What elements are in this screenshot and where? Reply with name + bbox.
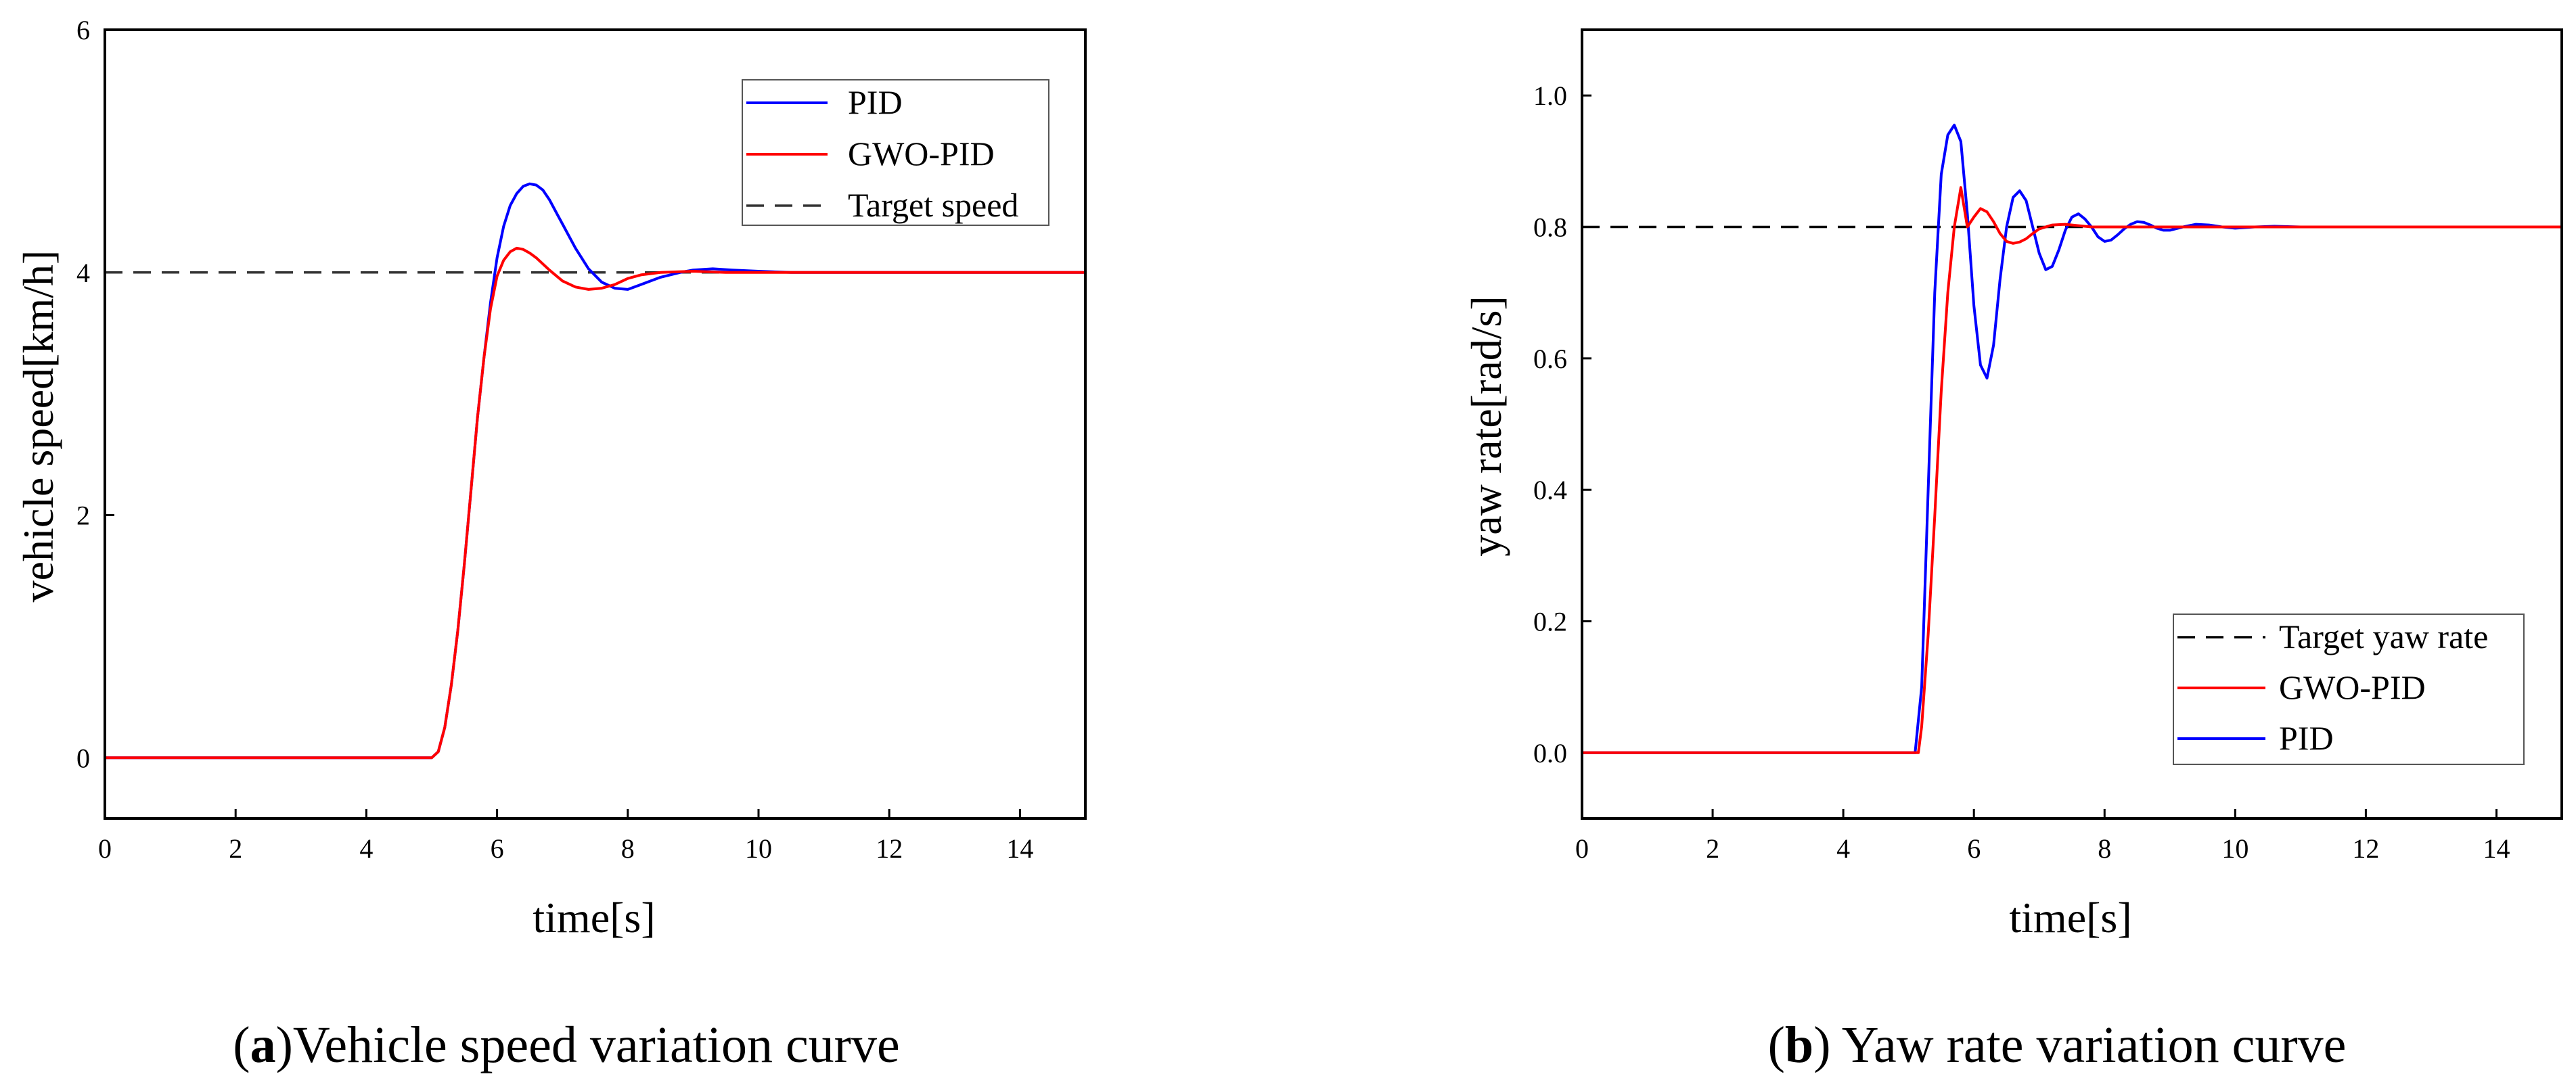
y-tick-label: 0.8 <box>1533 212 1567 243</box>
x-tick-label: 14 <box>2483 833 2510 864</box>
x-tick-label: 10 <box>2221 833 2249 864</box>
x-tick-label: 8 <box>621 833 635 864</box>
series-line-gwo-pid <box>105 246 1085 760</box>
x-tick-label: 12 <box>2352 833 2379 864</box>
legend-label: PID <box>848 83 903 121</box>
x-tick-label: 0 <box>98 833 112 864</box>
series-line-gwo-pid <box>1582 186 2562 754</box>
y-axis-label: vehicle speed[km/h] <box>14 250 62 603</box>
x-tick-label: 4 <box>1836 833 1850 864</box>
caption-b-label: b <box>1785 1017 1813 1073</box>
y-tick-label: 0.4 <box>1533 475 1567 505</box>
legend: Target yaw rate GWO-PID PID <box>2173 614 2525 765</box>
x-axis-label: time[s] <box>2009 894 2131 942</box>
panel-a: time[s] vehicle speed[km/h] (a)Vehicle s… <box>14 15 1087 1073</box>
x-tick-label: 0 <box>1575 833 1589 864</box>
series-line-pid <box>105 182 1085 760</box>
caption-b-prefix: ( <box>1768 1017 1785 1073</box>
caption-a: (a)Vehicle speed variation curve <box>233 1017 899 1073</box>
y-tick-label: 0.2 <box>1533 607 1567 637</box>
x-tick-label: 14 <box>1006 833 1033 864</box>
caption-a-prefix: ( <box>233 1017 250 1073</box>
x-axis-label: time[s] <box>533 894 655 942</box>
x-tick-label: 6 <box>491 833 504 864</box>
caption-a-text: Vehicle speed variation curve <box>293 1017 900 1073</box>
x-tick-label: 2 <box>1706 833 1719 864</box>
y-tick-label: 4 <box>76 258 90 288</box>
legend-label: GWO-PID <box>2279 668 2426 706</box>
y-tick-label: 0 <box>76 743 90 773</box>
y-axis-label: yaw rate[rad/s] <box>1462 296 1510 557</box>
y-tick-label: 0.0 <box>1533 738 1567 768</box>
caption-b: (b) Yaw rate variation curve <box>1768 1017 2347 1073</box>
plot-frame <box>1581 28 2563 820</box>
x-tick-label: 8 <box>2098 833 2111 864</box>
y-tick-label: 0.6 <box>1533 344 1567 374</box>
legend-label: PID <box>2279 719 2334 757</box>
plot-frame <box>104 28 1087 820</box>
x-tick-label: 2 <box>229 833 242 864</box>
legend-label: GWO-PID <box>848 135 995 172</box>
legend-label: Target yaw rate <box>2279 618 2488 655</box>
y-tick-label: 1.0 <box>1533 80 1567 111</box>
caption-b-text: Yaw rate variation curve <box>1831 1017 2347 1073</box>
panel-b: time[s] yaw rate[rad/s] (b) Yaw rate var… <box>1462 28 2563 1073</box>
x-tick-label: 12 <box>876 833 903 864</box>
x-tick-label: 4 <box>359 833 373 864</box>
legend: PID GWO-PID Target speed <box>742 79 1049 226</box>
x-tick-label: 6 <box>1967 833 1981 864</box>
caption-a-label: a <box>250 1017 276 1073</box>
caption-b-suffix: ) <box>1813 1017 1830 1073</box>
y-tick-label: 6 <box>76 15 90 45</box>
caption-a-suffix: ) <box>276 1017 293 1073</box>
y-tick-label: 2 <box>76 501 90 531</box>
series-line-pid <box>1582 123 2562 754</box>
legend-label: Target speed <box>848 186 1018 224</box>
x-tick-label: 10 <box>745 833 772 864</box>
